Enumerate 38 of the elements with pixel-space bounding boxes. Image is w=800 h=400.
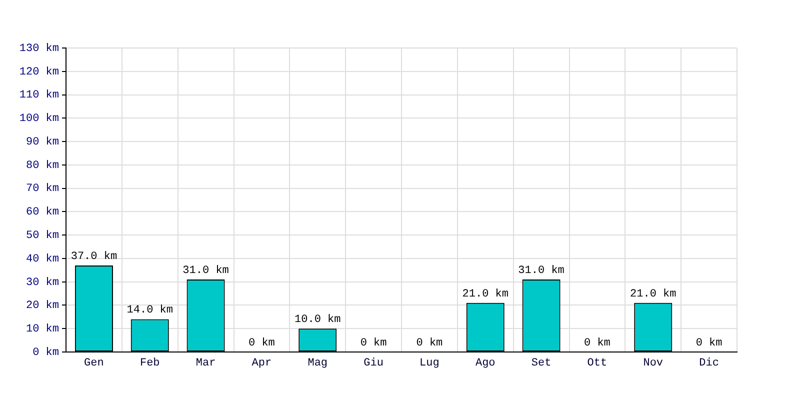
- y-tick-label: 70 km: [26, 183, 60, 196]
- x-tick-label: Mar: [196, 358, 216, 370]
- y-tick-label: 130 km: [19, 42, 60, 55]
- data-label: 0 km: [696, 337, 723, 350]
- y-tick-label: 40 km: [26, 253, 60, 266]
- x-tick-label: Giu: [364, 358, 384, 370]
- y-tick-label: 20 km: [26, 300, 60, 312]
- x-tick-label: Gen: [84, 358, 104, 370]
- y-tick-label: 50 km: [26, 230, 60, 242]
- x-tick-label: Apr: [252, 358, 272, 370]
- y-tick-label: 30 km: [26, 276, 60, 289]
- data-label: 0 km: [248, 337, 276, 350]
- data-label: 0 km: [360, 337, 388, 350]
- data-label: 21.0 km: [630, 288, 677, 300]
- y-tick-label: 120 km: [19, 66, 60, 78]
- x-tick-label: Feb: [140, 358, 160, 370]
- y-tick-label: 110 km: [19, 90, 60, 102]
- data-label: 10.0 km: [294, 314, 342, 326]
- data-label: 37.0 km: [70, 250, 118, 263]
- x-tick-label: Nov: [643, 358, 664, 370]
- data-label: 14.0 km: [126, 304, 174, 317]
- x-tick-label: Ago: [475, 358, 496, 370]
- x-tick-label: Set: [531, 358, 552, 370]
- x-tick-label: Mag: [308, 358, 328, 370]
- y-tick-label: 100 km: [19, 113, 60, 126]
- x-tick-label: Lug: [420, 358, 440, 370]
- data-label: 31.0 km: [182, 264, 230, 277]
- data-label: 0 km: [584, 337, 611, 350]
- y-tick-label: 80 km: [26, 160, 60, 172]
- data-label: 21.0 km: [462, 288, 509, 300]
- y-tick-label: 10 km: [26, 324, 60, 336]
- y-tick-label: 90 km: [26, 136, 60, 148]
- data-label: 0 km: [416, 337, 444, 350]
- x-tick-label: Ott: [587, 358, 608, 370]
- data-label: 31.0 km: [518, 264, 565, 277]
- y-tick-label: 60 km: [26, 206, 60, 219]
- y-tick-label: 0 km: [32, 346, 60, 359]
- x-tick-label: Dic: [699, 358, 719, 370]
